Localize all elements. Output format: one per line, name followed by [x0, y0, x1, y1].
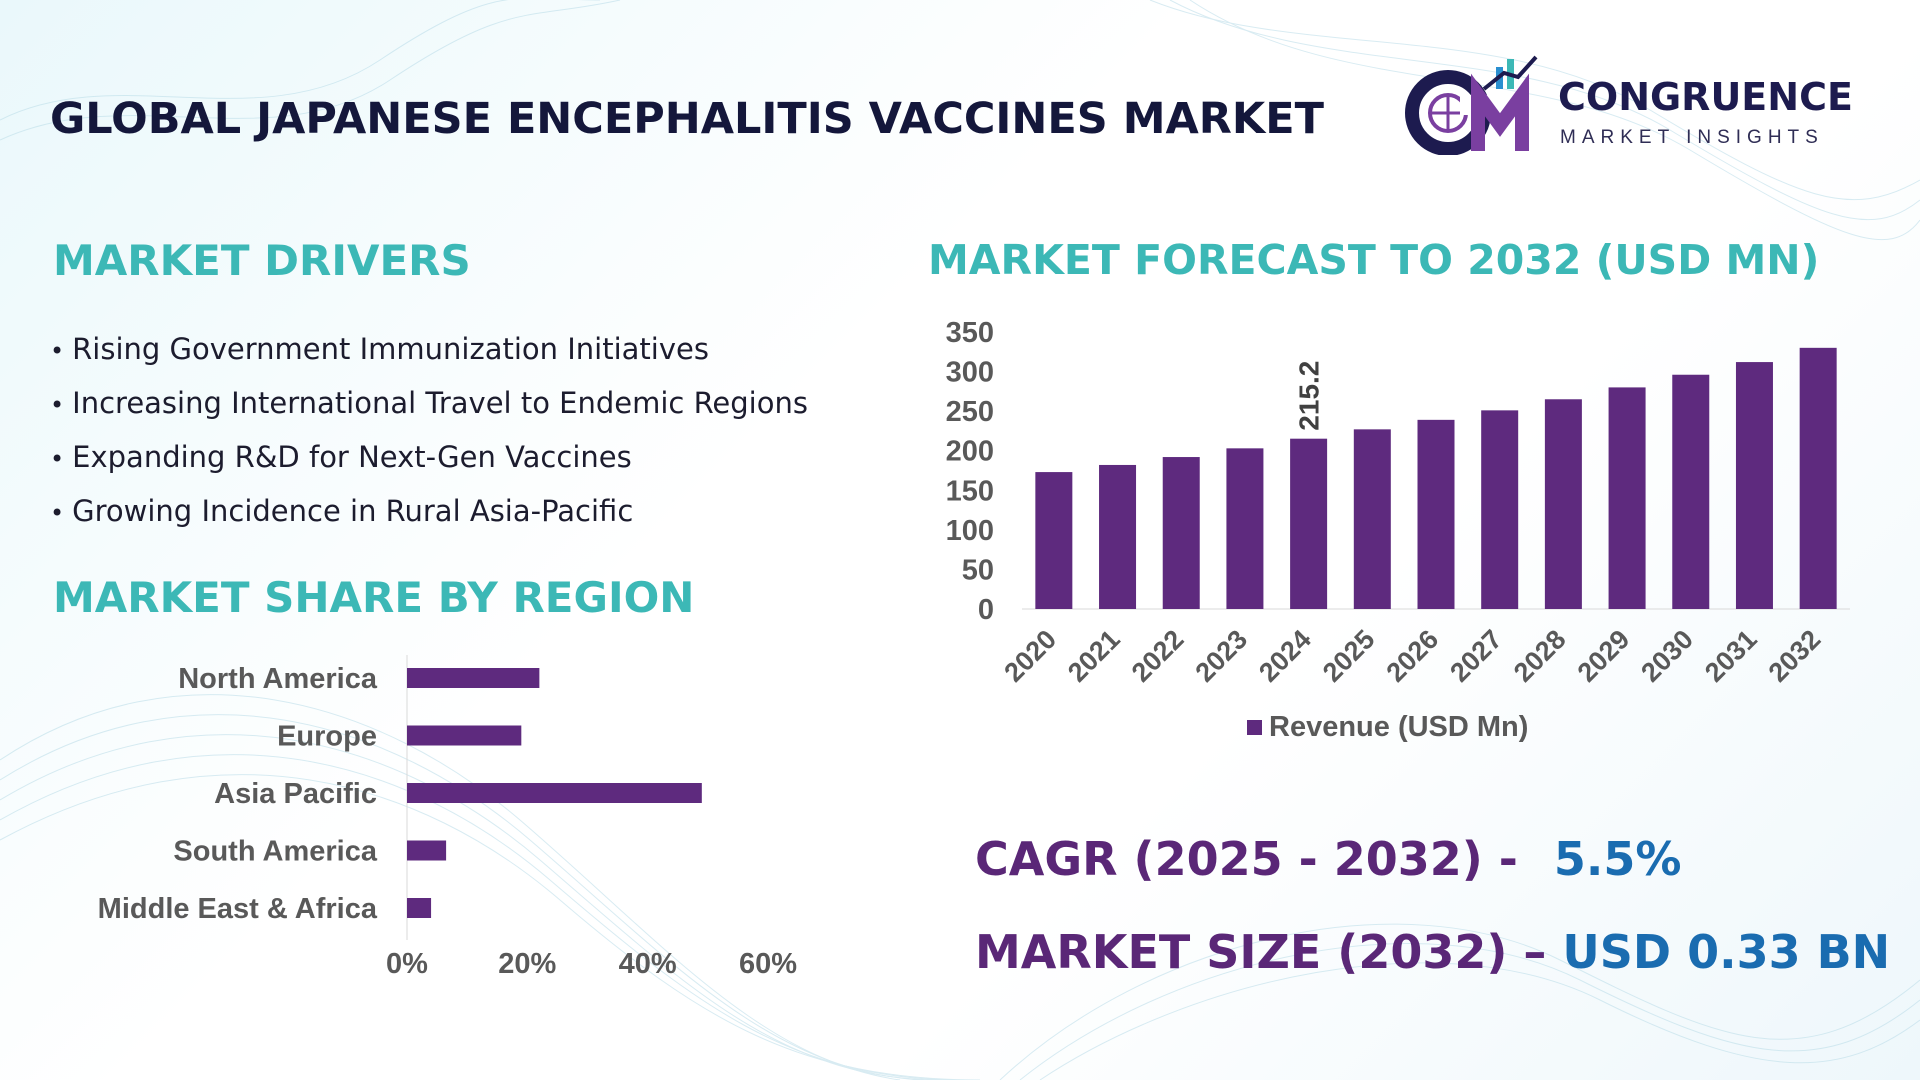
region-bar [407, 668, 540, 688]
driver-item: • Rising Government Immunization Initiati… [50, 322, 808, 376]
forecast-bar [1672, 374, 1710, 609]
forecast-x-tick-label: 2027 [1444, 624, 1508, 688]
cagr-kpi: CAGR (2025 - 2032) - 5.5% [975, 832, 1681, 886]
region-category-label: North America [178, 663, 378, 695]
region-bar [407, 898, 432, 918]
forecast-x-tick-label: 2022 [1126, 624, 1190, 688]
bullet-icon: • [50, 445, 65, 473]
forecast-bar [1099, 464, 1137, 609]
region-x-tick-label: 20% [498, 948, 556, 980]
forecast-bar [1162, 457, 1200, 609]
bullet-icon: • [50, 337, 65, 365]
cagr-label: CAGR (2025 - 2032) - [975, 832, 1518, 886]
forecast-x-tick-label: 2030 [1635, 624, 1699, 688]
logo-mark-icon [1405, 55, 1538, 155]
region-category-label: Asia Pacific [214, 778, 377, 810]
brand-name: CONGRUENCE [1558, 75, 1853, 119]
drivers-list: • Rising Government Immunization Initiati… [50, 322, 808, 538]
region-bar [407, 840, 447, 861]
forecast-y-tick-label: 300 [946, 357, 994, 389]
region-share-chart: North America Europe Asia Pacific South Ame… [98, 655, 797, 980]
forecast-title: MARKET FORECAST TO 2032 (USD MN) [928, 236, 1820, 284]
forecast-x-tick-label: 2028 [1508, 624, 1572, 688]
forecast-bar [1735, 362, 1773, 609]
forecast-x-tick-label: 2024 [1253, 624, 1317, 688]
drivers-title: MARKET DRIVERS [53, 236, 471, 285]
forecast-y-tick-label: 150 [946, 475, 994, 507]
forecast-y-tick-label: 200 [946, 436, 994, 468]
forecast-bar [1544, 399, 1582, 609]
forecast-x-tick-label: 2026 [1381, 624, 1445, 688]
forecast-x-tick-label: 2029 [1572, 624, 1636, 688]
forecast-bar [1417, 419, 1455, 609]
forecast-x-tick-label: 2020 [998, 624, 1062, 688]
driver-item: • Expanding R&D for Next-Gen Vaccines [50, 430, 808, 484]
page-title: GLOBAL JAPANESE ENCEPHALITIS VACCINES MA… [50, 94, 1324, 144]
forecast-y-tick-label: 350 [946, 317, 994, 349]
forecast-bar [1226, 448, 1264, 609]
forecast-x-tick-label: 2025 [1317, 624, 1381, 688]
brand-tagline: MARKET INSIGHTS [1560, 127, 1824, 148]
brand-logo: CONGRUENCE MARKET INSIGHTS [1400, 55, 1870, 155]
forecast-x-tick-label: 2021 [1062, 624, 1126, 688]
forecast-y-tick-label: 250 [946, 396, 994, 428]
forecast-x-tick-label: 2031 [1699, 624, 1763, 688]
region-x-tick-label: 40% [619, 948, 677, 980]
region-category-label: South America [173, 836, 377, 868]
region-x-tick-label: 60% [739, 948, 797, 980]
driver-text: Expanding R&D for Next-Gen Vaccines [72, 440, 632, 474]
forecast-y-tick-label: 0 [978, 594, 994, 626]
bullet-icon: • [50, 391, 65, 419]
region-bar [407, 725, 522, 746]
forecast-bar [1353, 429, 1391, 609]
forecast-x-tick-label: 2032 [1763, 624, 1827, 688]
market-size-label: MARKET SIZE (2032) – [975, 925, 1547, 979]
market-size-kpi: MARKET SIZE (2032) – USD 0.33 BN [975, 925, 1890, 979]
cagr-value: 5.5% [1553, 832, 1682, 886]
market-size-value: USD 0.33 BN [1562, 925, 1891, 979]
forecast-y-tick-label: 100 [946, 515, 994, 547]
region-category-label: Europe [277, 721, 377, 753]
region-bar [407, 783, 702, 803]
forecast-x-tick-label: 2023 [1189, 624, 1253, 688]
forecast-bar [1799, 347, 1837, 609]
legend-swatch [1247, 720, 1262, 735]
region-x-tick-label: 0% [386, 948, 428, 980]
driver-text: Growing Incidence in Rural Asia-Pacific [72, 494, 634, 528]
forecast-y-tick-label: 50 [962, 554, 994, 586]
legend-label: Revenue (USD Mn) [1269, 711, 1528, 743]
driver-text: Increasing International Travel to Endem… [72, 386, 808, 420]
region-category-label: Middle East & Africa [98, 893, 378, 925]
forecast-bar [1290, 438, 1328, 609]
forecast-bar [1608, 387, 1646, 609]
forecast-bar [1481, 410, 1519, 609]
region-title: MARKET SHARE BY REGION [53, 573, 695, 622]
forecast-bar [1035, 472, 1073, 609]
bullet-icon: • [50, 499, 65, 527]
forecast-data-label: 215.2 [1294, 361, 1325, 431]
driver-item: • Growing Incidence in Rural Asia-Pacific [50, 484, 808, 538]
driver-item: • Increasing International Travel to Ende… [50, 376, 808, 430]
driver-text: Rising Government Immunization Initiativ… [72, 332, 709, 366]
